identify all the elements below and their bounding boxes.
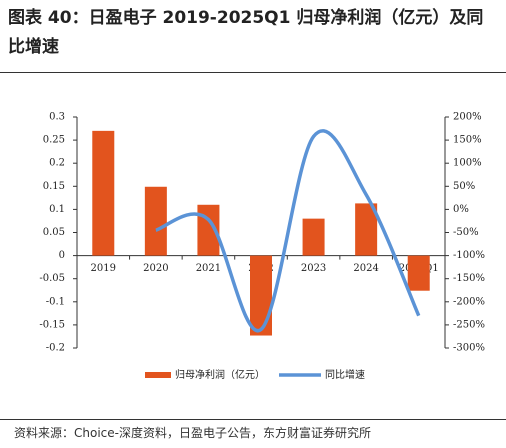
y-tick-label: 0.3 [49, 112, 65, 123]
y2-tick-label: -300% [453, 343, 485, 354]
y2-tick-label: -50% [453, 227, 479, 238]
chart-title: 图表 40：日盈电子 2019-2025Q1 归母净利润（亿元）及同比增速 [8, 8, 484, 57]
x-tick-label: 2019 [91, 263, 116, 274]
y-tick-label: 0.2 [49, 158, 65, 169]
x-tick-label: 2024 [353, 263, 378, 274]
y2-tick-label: -150% [453, 273, 485, 284]
x-tick-label: 2021 [196, 263, 221, 274]
y-tick-label: -0.15 [39, 319, 65, 330]
bar [407, 255, 430, 291]
x-tick-label: 2020 [143, 263, 168, 274]
y-tick-label: 0 [59, 250, 65, 261]
bar [144, 186, 167, 256]
bar [92, 130, 115, 256]
x-tick-label: 2023 [301, 263, 326, 274]
y2-tick-label: 0% [453, 204, 469, 215]
legend-label: 同比增速 [325, 368, 365, 381]
y-tick-label: 0.25 [43, 135, 65, 146]
bar [355, 203, 378, 256]
y-tick-label: -0.1 [46, 296, 65, 307]
y2-tick-label: -250% [453, 319, 485, 330]
y-tick-label: 0.05 [43, 227, 65, 238]
source: 资料来源：Choice-深度资料，日盈电子公告，东方财富证券研究所 [14, 426, 371, 440]
y2-tick-label: 50% [453, 181, 475, 192]
y2-tick-label: -200% [453, 296, 485, 307]
y2-tick-label: 200% [453, 112, 482, 123]
line [155, 129, 421, 333]
y2-tick-label: 100% [453, 158, 482, 169]
divider [0, 419, 506, 420]
y-tick-label: 0.1 [49, 204, 65, 215]
bar [302, 218, 325, 256]
y2-tick-label: -100% [453, 250, 485, 261]
y-tick-label: -0.2 [46, 343, 65, 354]
bar [250, 255, 272, 336]
legend-label: 归母净利润（亿元） [175, 368, 265, 381]
divider [0, 72, 506, 73]
legend-swatch [145, 372, 171, 378]
y-tick-label: -0.05 [39, 273, 65, 284]
y-tick-label: 0.15 [43, 181, 65, 192]
y2-tick-label: 150% [453, 135, 482, 146]
